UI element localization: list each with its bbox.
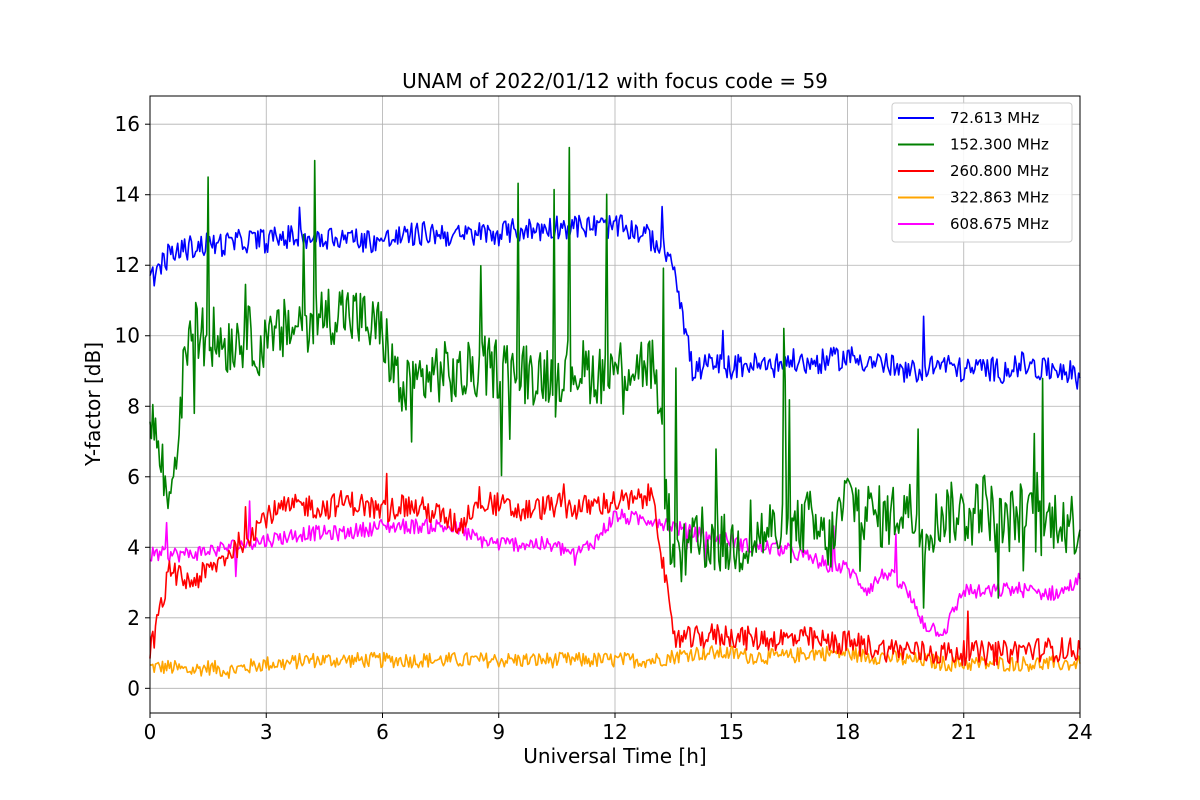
y-tick-label: 14 — [115, 183, 140, 207]
series-line — [149, 205, 1081, 390]
y-tick-label: 8 — [127, 394, 140, 418]
series-line — [149, 500, 1081, 638]
y-tick-label: 12 — [115, 253, 140, 277]
legend-box — [891, 102, 1073, 243]
x-tick-label: 24 — [1067, 720, 1092, 744]
series-layer — [149, 146, 1081, 679]
y-tick-label: 10 — [115, 324, 140, 348]
chart-title: UNAM of 2022/01/12 with focus code = 59 — [402, 69, 828, 93]
legend-label: 72.613 MHz — [950, 109, 1039, 127]
legend: 72.613 MHz 152.300 MHz 260.800 MHz 322.863 … — [891, 102, 1073, 243]
x-tick-label: 0 — [144, 720, 157, 744]
legend-label: 608.675 MHz — [950, 215, 1049, 233]
legend-label: 322.863 MHz — [950, 189, 1049, 207]
x-tick-label: 12 — [602, 720, 627, 744]
series-line — [149, 146, 1081, 609]
y-tick-label: 0 — [127, 676, 140, 700]
x-tick-label: 21 — [951, 720, 976, 744]
legend-label: 260.800 MHz — [950, 162, 1049, 180]
y-tick-label: 16 — [115, 112, 140, 136]
y-axis-title: Y-factor [dB] — [81, 342, 105, 467]
legend-entries: 72.613 MHz 152.300 MHz 260.800 MHz 322.863 … — [898, 109, 1049, 233]
x-tick-label: 15 — [719, 720, 744, 744]
y-tick-label: 4 — [127, 535, 140, 559]
x-tick-label: 18 — [835, 720, 860, 744]
y-tick-label: 6 — [127, 465, 140, 489]
x-axis-title: Universal Time [h] — [523, 744, 706, 768]
y-tick-label: 2 — [127, 606, 140, 630]
series-line — [149, 472, 1081, 667]
x-tick-label: 9 — [492, 720, 505, 744]
x-tick-label: 6 — [376, 720, 389, 744]
x-tick-label: 3 — [260, 720, 273, 744]
legend-label: 152.300 MHz — [950, 136, 1049, 154]
